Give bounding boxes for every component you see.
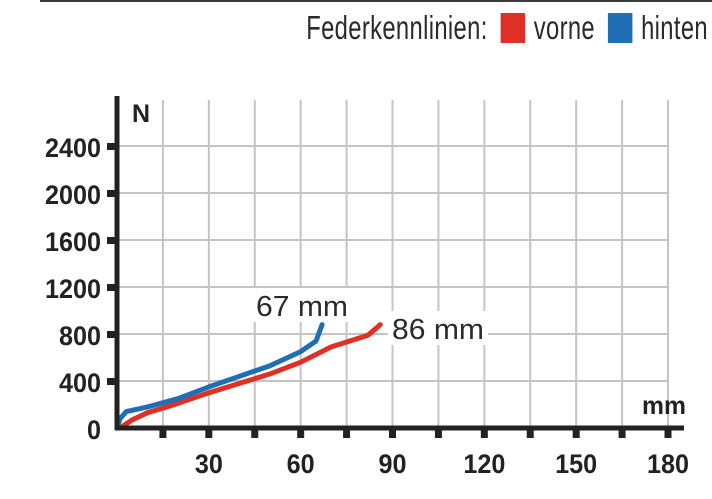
series-line-vorne [117,322,383,431]
y-tick-label: 1600 [45,227,101,257]
x-tick-mark [618,430,626,438]
x-tick-label: 60 [287,449,315,479]
y-tick-mark [107,378,115,385]
y-tick-label: 400 [59,368,101,398]
y-tick-label: 1200 [45,274,101,304]
x-tick-mark [572,430,580,438]
series-line-hinten [114,322,325,431]
y-tick-label: 2000 [45,180,101,210]
tick-labels: 0 400 800 1200 1600 2000 2400 30 60 90 120 150 180 Nm… [45,100,689,479]
y-tick-mark [107,143,115,150]
x-tick-mark [205,430,213,438]
x-tick-label: 120 [463,449,505,479]
y-tick-mark [107,190,115,197]
x-tick-label: 90 [379,449,407,479]
legend-label-vorne: vorne [533,9,596,46]
y-axis-unit-label: N [132,100,150,128]
annotation-vorne: 86 mm [392,314,484,346]
x-tick-mark [434,430,442,438]
legend-swatch-vorne [500,13,526,43]
annotation-bg [252,288,352,322]
x-tick-mark [480,430,488,438]
y-tick-mark [107,284,115,291]
annotation-hinten: 67 mm [256,291,348,323]
x-tick-label: 150 [555,449,597,479]
annotation-bg [388,311,488,345]
y-tick-mark [107,331,115,338]
y-tick-mark [107,237,115,244]
legend-swatch-hinten [607,13,633,43]
legend-title: Federkennlinien: [306,9,488,46]
x-tick-mark [343,430,351,438]
x-tick-mark [159,430,167,438]
x-tick-mark [389,430,396,438]
x-tick-mark [297,430,305,438]
x-tick-mark [664,430,672,438]
top-rule [40,0,712,2]
data-series [114,322,383,431]
y-tick-label: 2400 [45,133,101,163]
chart-legend: Federkennlinien: vorne hinten [306,6,708,50]
x-axis-unit-label: mm [642,392,686,420]
grid-lines [117,100,669,428]
legend-label-hinten: hinten [641,9,708,46]
axes [107,96,684,438]
x-tick-label: 180 [647,449,689,479]
x-tick-mark [251,430,259,438]
x-tick-mark [526,430,534,438]
y-tick-label: 800 [59,321,101,351]
annotations: 67 mm 86 mm [252,288,488,346]
y-tick-label: 0 [87,415,101,445]
x-tick-label: 30 [195,449,223,479]
